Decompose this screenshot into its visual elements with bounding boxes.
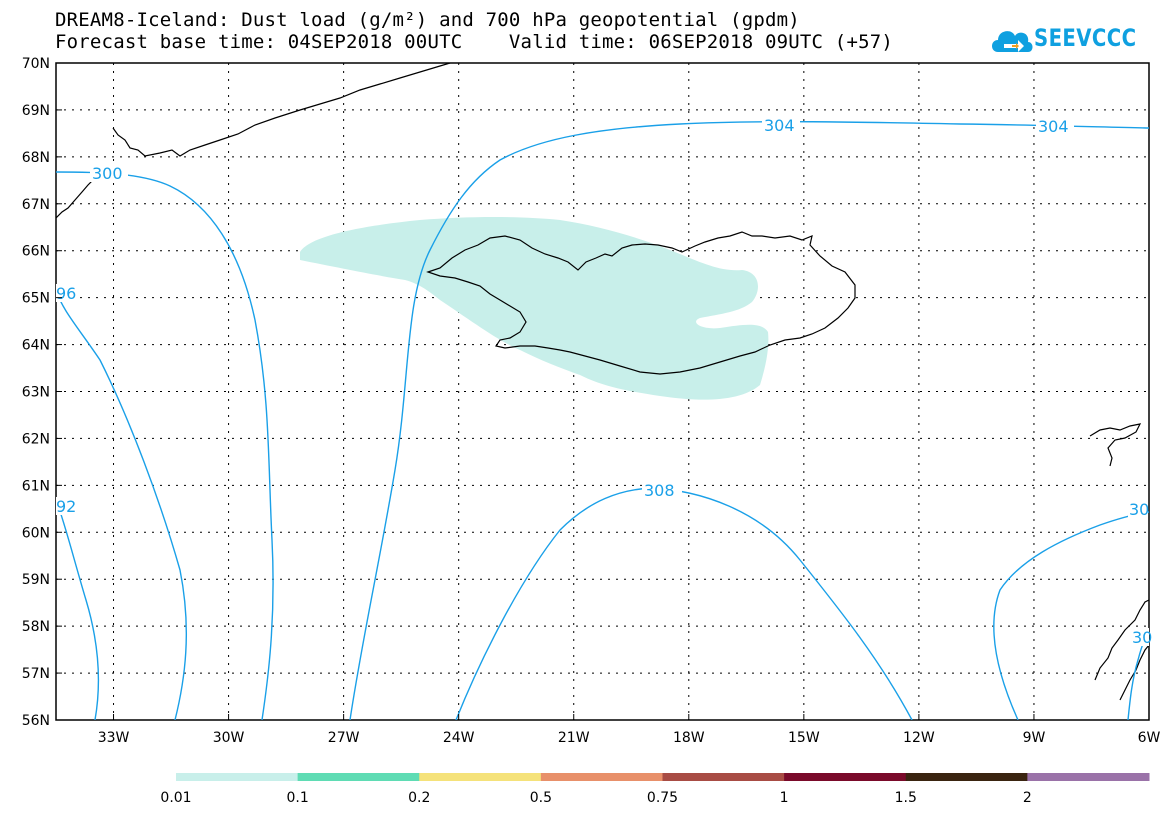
latitude-label: 66N: [22, 244, 50, 260]
latitude-label: 67N: [22, 197, 50, 213]
map-title: DREAM8-Iceland: Dust load (g/m²) and 700…: [55, 9, 800, 31]
colorbar-label: 0.75: [647, 790, 678, 806]
colorbar-segment: [540, 773, 663, 781]
longitude-label: 9W: [1023, 730, 1046, 746]
longitude-label: 15W: [788, 730, 820, 746]
latitude-label: 62N: [22, 431, 50, 447]
latitude-label: 58N: [22, 619, 50, 635]
contour-304-north: [349, 120, 1149, 720]
colorbar-segment: [297, 773, 420, 781]
colorbar-label: 0.5: [530, 790, 552, 806]
colorbar-label: 0.01: [160, 790, 191, 806]
latitude-label: 63N: [22, 385, 50, 401]
colorbar-label: 0.2: [408, 790, 430, 806]
latitude-label: 60N: [22, 525, 50, 541]
latitude-label: 61N: [22, 478, 50, 494]
coastlines: [56, 63, 1149, 701]
contour-label: 304: [764, 116, 795, 135]
longitude-label: 30W: [213, 730, 245, 746]
latitude-label: 70N: [22, 56, 50, 72]
contour-label: 308: [644, 481, 675, 500]
contour-300: [56, 171, 274, 720]
latitude-label: 57N: [22, 666, 50, 682]
contour-292: [56, 499, 100, 720]
cloud-arrow-icon: [992, 31, 1033, 52]
colorbar-label: 1.5: [895, 790, 917, 806]
longitude-label: 27W: [328, 730, 360, 746]
colorbar-segment: [1027, 773, 1150, 781]
contour-label: 30: [1132, 628, 1152, 647]
longitude-label: 24W: [443, 730, 475, 746]
longitude-label: 12W: [903, 730, 935, 746]
colorbar-segment: [784, 773, 907, 781]
longitude-label: 6W: [1138, 730, 1161, 746]
greenland-coast: [112, 63, 451, 157]
colorbar-label: 1: [780, 790, 789, 806]
contour-308-east: [993, 511, 1149, 720]
contour-label: 30: [1129, 500, 1149, 519]
contour-labels: 304 304 300 96 308 92 30 30: [56, 115, 1152, 647]
longitude-label: 33W: [98, 730, 130, 746]
dust-plume: [300, 217, 769, 400]
longitude-labels: 33W 30W 27W 24W 21W 18W 15W 12W 9W 6W: [98, 714, 1161, 746]
colorbar-segment: [905, 773, 1028, 781]
iceland-coast: [426, 231, 856, 375]
colorbar-segment: [176, 773, 299, 781]
logo-text: SEEVCCC: [1034, 24, 1137, 52]
longitude-label: 18W: [673, 730, 705, 746]
latitude-label: 69N: [22, 103, 50, 119]
colorbar-segment: [662, 773, 785, 781]
contour-label: 300: [92, 164, 123, 183]
latitude-label: 65N: [22, 291, 50, 307]
colorbar-label: 0.1: [286, 790, 308, 806]
latitude-labels: 70N 69N 68N 67N 66N 65N 64N 63N 62N 61N 60N 59N 58N 5…: [22, 56, 62, 729]
colorbar: 0.01 0.1 0.2 0.5 0.75 1 1.5 2: [160, 773, 1150, 806]
plot-frame: [55, 62, 1150, 721]
faroe-coast: [1089, 423, 1142, 467]
seevccc-logo: [992, 31, 1033, 52]
contour-label: 92: [56, 497, 76, 516]
latitude-label: 64N: [22, 338, 50, 354]
longitude-label: 21W: [558, 730, 590, 746]
contour-label: 96: [56, 284, 76, 303]
contour-296: [56, 289, 188, 720]
forecast-time-line: Forecast base time: 04SEP2018 00UTC Vali…: [55, 31, 894, 53]
latitude-label: 59N: [22, 572, 50, 588]
colorbar-segment: [419, 773, 542, 781]
contour-label: 304: [1038, 117, 1069, 136]
latitude-label: 68N: [22, 150, 50, 166]
colorbar-label: 2: [1023, 790, 1032, 806]
latitude-label: 56N: [22, 713, 50, 729]
